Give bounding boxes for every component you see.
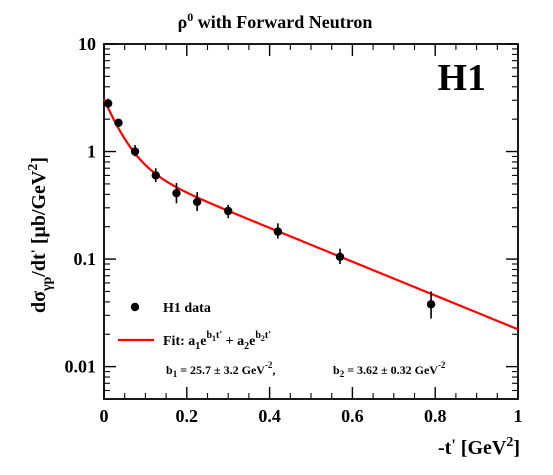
fit-curve bbox=[102, 98, 519, 331]
legend: H1 data Fit: a1eb1t' + a2eb2t' b1 = 25.7… bbox=[118, 301, 446, 379]
x-tick-label: 0.8 bbox=[424, 406, 447, 426]
x-axis-ticks: 0 0.2 0.4 0.6 0.8 1 bbox=[100, 44, 523, 426]
data-point bbox=[335, 252, 345, 262]
y-tick-label: 1 bbox=[87, 142, 96, 162]
x-tick-label: 0.6 bbox=[341, 406, 364, 426]
legend-data-marker bbox=[130, 302, 140, 312]
data-point bbox=[130, 147, 140, 156]
x-tick-label: 0.2 bbox=[176, 406, 199, 426]
y-axis-label: dσγp/dt' [μb/GeV2] bbox=[26, 157, 55, 313]
data-points bbox=[103, 98, 436, 319]
y-tick-label: 0.01 bbox=[65, 357, 97, 377]
data-point bbox=[114, 118, 123, 128]
data-point bbox=[172, 188, 181, 198]
chart-title-rho: ρ bbox=[178, 12, 188, 32]
chart-title: ρ0 with Forward Neutron bbox=[178, 10, 373, 32]
chart-title-sup: 0 bbox=[187, 10, 193, 24]
legend-b2: b2 = 3.62 ± 0.32 GeV-2 bbox=[333, 360, 446, 379]
data-point bbox=[273, 227, 283, 236]
h1-logo: H1 bbox=[437, 57, 486, 99]
legend-fit-label: Fit: a1eb1t' + a2eb2t' bbox=[163, 330, 271, 352]
x-tick-label: 1 bbox=[514, 406, 523, 426]
x-tick-label: 0 bbox=[100, 406, 109, 426]
data-point bbox=[103, 99, 113, 108]
x-tick-label: 0.4 bbox=[258, 406, 281, 426]
data-point bbox=[224, 206, 233, 216]
legend-data-label: H1 data bbox=[163, 301, 211, 316]
chart-title-rest: with Forward Neutron bbox=[193, 12, 372, 32]
y-tick-label: 0.1 bbox=[74, 249, 97, 269]
data-point bbox=[426, 300, 436, 309]
data-point bbox=[192, 197, 202, 207]
legend-b1: b1 = 25.7 ± 3.2 GeV-2, bbox=[166, 360, 275, 379]
y-tick-label: 10 bbox=[78, 34, 96, 54]
x-axis-label: -t' [GeV2] bbox=[438, 435, 520, 459]
y-axis-label-group: dσγp/dt' [μb/GeV2] bbox=[26, 157, 55, 313]
data-point bbox=[151, 171, 160, 180]
